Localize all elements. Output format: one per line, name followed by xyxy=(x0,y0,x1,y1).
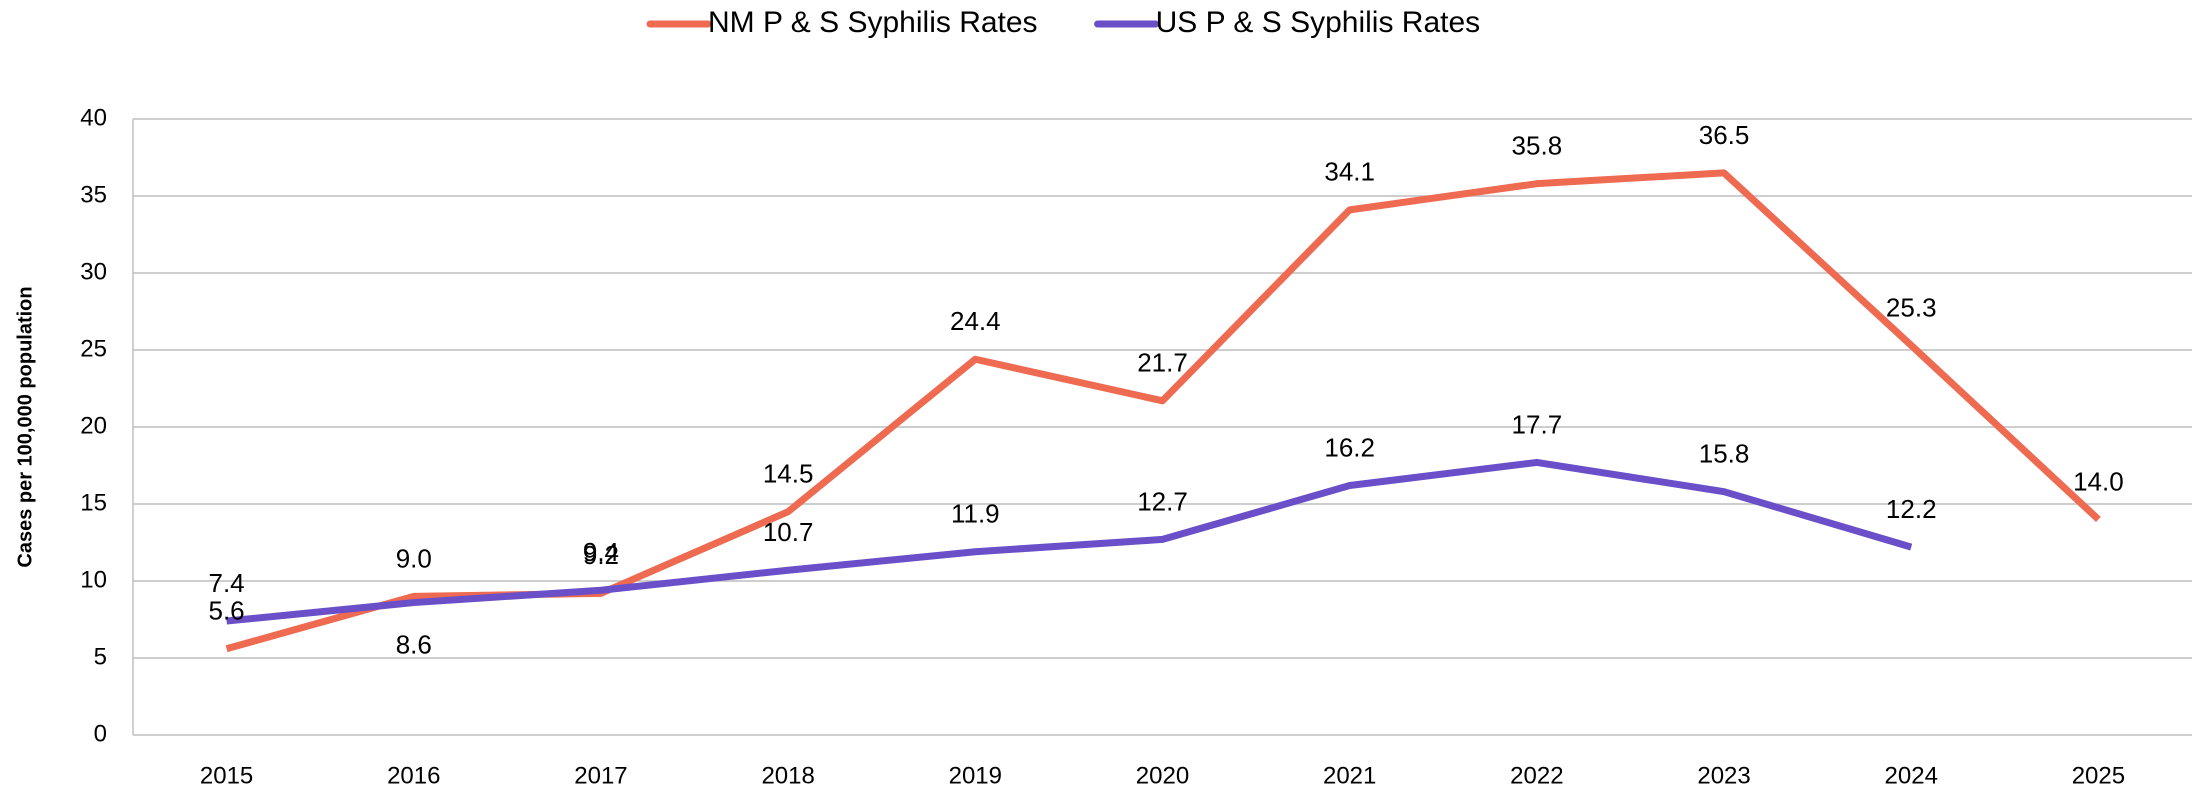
series-line xyxy=(226,458,1913,625)
x-tick-label: 2023 xyxy=(1697,762,1750,789)
data-label: 12.7 xyxy=(1137,486,1188,516)
data-label: 36.5 xyxy=(1699,120,1750,150)
legend-label: US P & S Syphilis Rates xyxy=(1156,6,1481,39)
y-tick-label: 15 xyxy=(80,489,107,516)
data-label: 21.7 xyxy=(1137,348,1188,378)
data-label: 24.4 xyxy=(950,306,1001,336)
data-label: 34.1 xyxy=(1324,157,1375,187)
data-label: 9.2 xyxy=(583,540,619,570)
data-label: 15.8 xyxy=(1699,439,1750,469)
y-tick-label: 30 xyxy=(80,258,107,285)
data-label: 35.8 xyxy=(1512,131,1563,161)
x-tick-label: 2021 xyxy=(1323,762,1376,789)
data-label: 11.9 xyxy=(951,499,1000,529)
y-tick-label: 0 xyxy=(94,720,107,747)
data-label: 8.6 xyxy=(396,629,432,659)
x-tick-label: 2022 xyxy=(1510,762,1563,789)
y-tick-label: 20 xyxy=(80,412,107,439)
x-tick-label: 2019 xyxy=(949,762,1002,789)
data-label: 9.4 xyxy=(583,537,619,567)
x-tick-label: 2017 xyxy=(574,762,627,789)
data-label: 9.0 xyxy=(396,543,432,573)
y-tick-label: 10 xyxy=(80,566,107,593)
x-tick-label: 2024 xyxy=(1885,762,1938,789)
data-label: 17.7 xyxy=(1512,409,1563,439)
data-label: 25.3 xyxy=(1886,292,1937,322)
y-axis-title: Cases per 100,000 population xyxy=(14,286,36,567)
data-label: 16.2 xyxy=(1324,432,1375,462)
data-label: 14.5 xyxy=(763,459,814,489)
x-tick-label: 2018 xyxy=(761,762,814,789)
data-label: 5.6 xyxy=(209,596,245,626)
x-tick-label: 2015 xyxy=(200,762,253,789)
series-line xyxy=(225,169,2101,653)
y-tick-label: 25 xyxy=(80,335,107,362)
x-tick-label: 2016 xyxy=(387,762,440,789)
data-label: 12.2 xyxy=(1886,494,1937,524)
data-label: 10.7 xyxy=(763,517,814,547)
y-tick-label: 40 xyxy=(80,104,107,131)
legend-label: NM P & S Syphilis Rates xyxy=(708,6,1038,39)
x-tick-label: 2020 xyxy=(1136,762,1189,789)
y-tick-label: 5 xyxy=(94,643,107,670)
x-tick-label: 2025 xyxy=(2072,762,2125,789)
data-label: 14.0 xyxy=(2073,466,2124,496)
data-label: 7.4 xyxy=(209,568,245,598)
y-tick-label: 35 xyxy=(80,181,107,208)
